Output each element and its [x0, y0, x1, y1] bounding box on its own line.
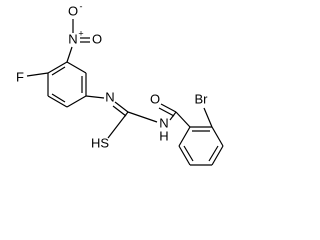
bond: [47, 61, 68, 74]
bond: [183, 145, 194, 162]
atom-label: O: [92, 31, 102, 46]
atom-label: O: [150, 91, 160, 106]
bond: [178, 126, 191, 147]
atom-label: Br: [195, 91, 209, 106]
atom-label: N: [159, 115, 168, 130]
charge: +: [78, 28, 83, 38]
atom-label: HS: [91, 135, 109, 150]
bond: [51, 93, 66, 103]
bond: [85, 95, 105, 99]
bonds: [26, 19, 224, 166]
bond: [112, 105, 127, 117]
atom-label: O: [68, 3, 78, 18]
atom-label: N: [105, 89, 114, 104]
atom-labels: F N + O - O N HS N H O Br: [16, 1, 208, 150]
bond: [66, 95, 87, 108]
bond: [211, 126, 224, 147]
bond: [26, 72, 49, 77]
bond: [203, 107, 213, 128]
bond: [66, 61, 87, 74]
bond: [208, 145, 219, 162]
bond: [175, 111, 191, 128]
atom-label: F: [16, 69, 24, 84]
bond: [51, 66, 66, 76]
bond: [127, 111, 158, 123]
bond: [107, 111, 129, 139]
bond: [66, 46, 73, 63]
bond: [47, 95, 68, 108]
bond: [160, 103, 177, 113]
bond: [158, 107, 175, 117]
bond: [114, 101, 129, 113]
bond: [178, 145, 191, 166]
charge: -: [80, 1, 83, 11]
atom-label: H: [159, 128, 168, 143]
bond: [211, 145, 224, 166]
atom-label: N: [68, 31, 77, 46]
molecule-diagram: F N + O - O N HS N H O Br: [16, 1, 224, 166]
